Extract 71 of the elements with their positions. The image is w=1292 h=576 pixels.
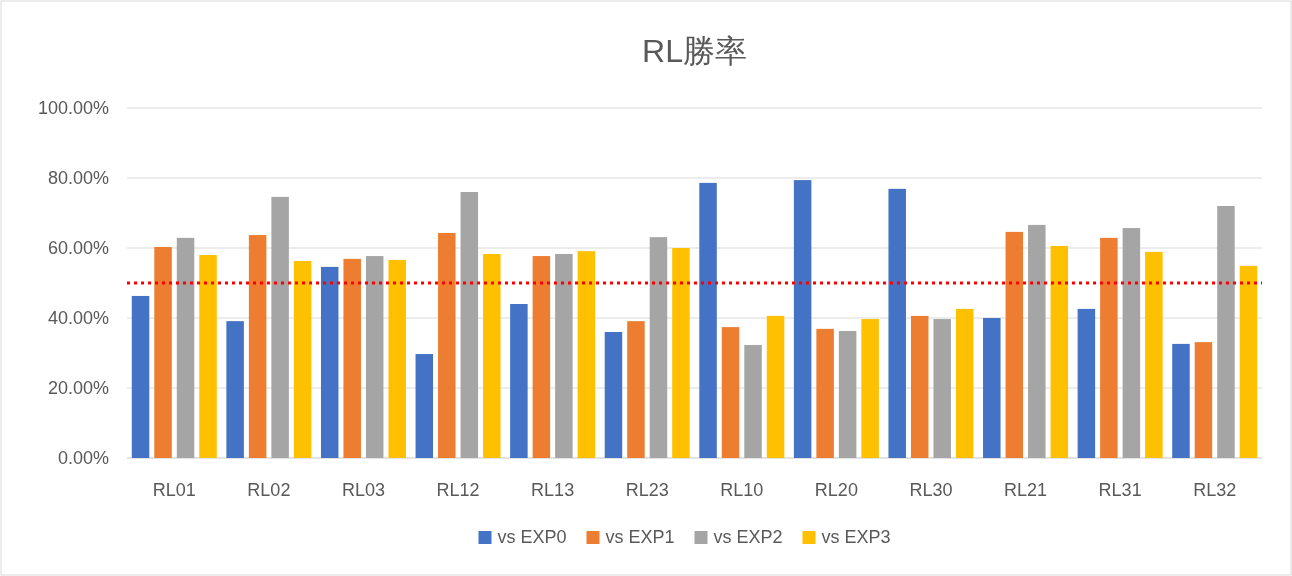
bar: [672, 248, 690, 458]
bar: [293, 260, 312, 458]
bar: [1100, 237, 1118, 458]
x-tick-label: RL23: [625, 480, 669, 500]
x-tick-label: RL02: [247, 480, 291, 500]
bar: [933, 319, 951, 458]
bar: [1122, 228, 1141, 458]
bar: [510, 304, 528, 458]
bar: [910, 315, 929, 458]
bar: [1239, 265, 1258, 458]
bar: [721, 327, 740, 458]
bar: [888, 188, 906, 458]
bar: [343, 258, 361, 458]
bar: [604, 332, 623, 458]
bar: [438, 232, 456, 458]
bar: [627, 321, 645, 458]
bar: [532, 256, 551, 458]
bar: [131, 295, 150, 458]
bar: [838, 330, 857, 458]
y-tick-label: 100.00%: [37, 98, 109, 118]
bar: [365, 256, 384, 458]
legend-label: vs EXP3: [821, 527, 891, 547]
bar: [320, 266, 339, 458]
y-tick-label: 0.00%: [57, 448, 109, 468]
x-tick-label: RL03: [341, 480, 385, 500]
x-tick-label: RL20: [814, 480, 858, 500]
y-tick-label: 80.00%: [47, 168, 109, 188]
bar: [649, 237, 668, 458]
x-tick-label: RL30: [909, 480, 953, 500]
bar: [1145, 251, 1163, 458]
x-tick-label: RL12: [436, 480, 480, 500]
x-tick-label: RL01: [152, 480, 196, 500]
bar: [861, 319, 879, 458]
bar: [388, 259, 406, 458]
legend-label: vs EXP1: [605, 527, 675, 547]
y-tick-label: 40.00%: [47, 308, 109, 328]
legend-label: vs EXP2: [713, 527, 783, 547]
y-tick-label: 60.00%: [47, 238, 109, 258]
title: RL勝率: [642, 33, 747, 69]
bar: [483, 253, 501, 458]
bar: [1194, 342, 1213, 458]
x-tick-label: RL31: [1098, 480, 1142, 500]
bar: [1077, 308, 1096, 458]
bar: [1172, 343, 1190, 458]
y-tick-label: 20.00%: [47, 378, 109, 398]
legend-label: vs EXP0: [497, 527, 567, 547]
bar: [1028, 224, 1046, 458]
bar: [816, 328, 834, 458]
bar: [154, 246, 172, 458]
x-tick-label: RL10: [720, 480, 764, 500]
bar: [555, 253, 573, 458]
bar: [199, 255, 217, 458]
bar: [1005, 231, 1024, 458]
bar: [983, 318, 1001, 458]
bar: [415, 354, 434, 458]
bar: [1217, 206, 1235, 458]
bar: [766, 315, 785, 458]
bar: [744, 344, 762, 458]
bar: [793, 180, 812, 458]
bar: [1050, 245, 1069, 458]
bar: [577, 251, 596, 458]
bar: [226, 321, 244, 458]
bar: [248, 235, 267, 458]
bar: [176, 237, 195, 458]
bar: [460, 192, 479, 458]
bar: [955, 308, 974, 458]
x-tick-label: RL21: [1004, 480, 1048, 500]
x-tick-label: RL32: [1193, 480, 1237, 500]
bar: [271, 196, 289, 458]
bar: [699, 182, 717, 458]
x-tick-label: RL13: [531, 480, 575, 500]
